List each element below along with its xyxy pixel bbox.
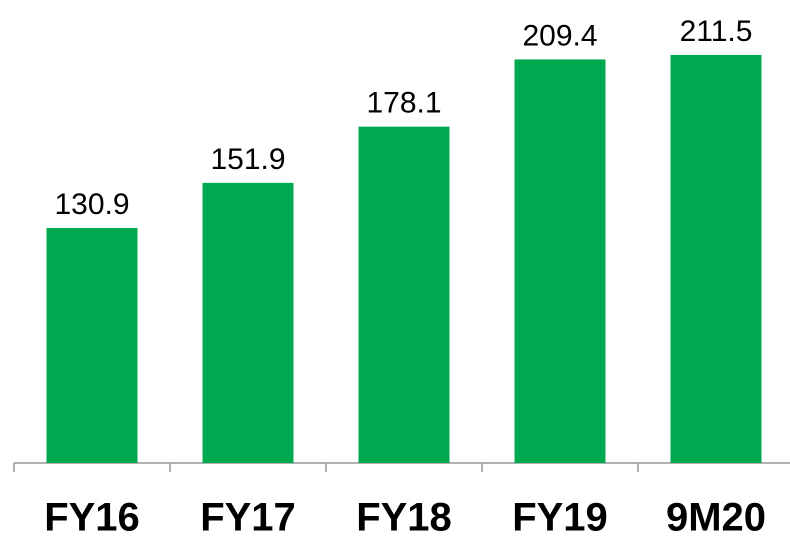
x-tick-label: FY19 — [512, 496, 608, 540]
bar — [46, 227, 138, 463]
x-tick-label: 9M20 — [666, 496, 766, 540]
bar — [202, 182, 294, 463]
bar — [670, 54, 762, 464]
value-label: 130.9 — [54, 188, 129, 221]
value-label: 211.5 — [680, 15, 753, 48]
bar — [514, 59, 606, 464]
value-label: 151.9 — [210, 143, 285, 176]
x-tick-label: FY18 — [356, 496, 452, 540]
value-label: 209.4 — [522, 19, 597, 52]
x-tick-label: FY16 — [44, 496, 140, 540]
x-tick-label: FY17 — [200, 496, 296, 540]
value-label: 178.1 — [366, 87, 441, 120]
bar — [358, 126, 450, 463]
